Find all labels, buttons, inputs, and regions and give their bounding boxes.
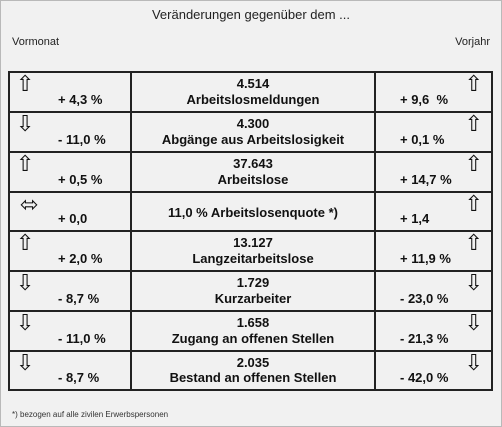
arrow-up-icon: ⇧	[16, 231, 35, 256]
change-vs-previous-month: ⇳ + 0,0	[10, 193, 132, 232]
month-change-value: - 8,7 %	[58, 370, 100, 385]
change-vs-previous-year: ⇩ - 23,0 %	[376, 272, 493, 312]
change-vs-previous-month: ⇧ + 2,0 %	[10, 232, 132, 272]
arrow-down-icon: ⇩	[16, 271, 35, 296]
column-header-previous-month: Vormonat	[12, 36, 60, 48]
table-row: ⇩ - 8,7 % 2.035 Bestand an offenen Stellen ⇩…	[10, 352, 493, 391]
indicator-label: Kurzarbeiter	[214, 291, 292, 306]
indicator-value: 1.729	[236, 275, 270, 290]
statistics-table: ⇧ + 4,3 % 4.514 Arbeitslosmeldungen ⇧ + 9,6 %…	[8, 71, 493, 391]
change-vs-previous-year: ⇧ + 11,9 %	[376, 232, 493, 272]
change-vs-previous-year: ⇧ + 1,4	[376, 193, 493, 232]
indicator-cell: 4.300 Abgänge aus Arbeitslosigkeit	[132, 113, 376, 153]
indicator-value: 4.300	[236, 116, 270, 131]
change-vs-previous-month: ⇩ - 8,7 %	[10, 272, 132, 312]
indicator-label: Arbeitslose	[217, 172, 289, 187]
column-header-previous-year: Vorjahr	[455, 36, 490, 48]
indicator-label: Bestand an offenen Stellen	[169, 370, 337, 385]
arrow-up-icon: ⇧	[16, 72, 35, 97]
indicator-value: 4.514	[236, 76, 270, 91]
indicator-label: Arbeitslosmeldungen	[186, 92, 320, 107]
month-change-value: + 0,5 %	[58, 172, 103, 187]
change-vs-previous-month: ⇩ - 11,0 %	[10, 113, 132, 153]
indicator-label: Zugang an offenen Stellen	[171, 331, 335, 346]
table-row: ⇩ - 11,0 % 4.300 Abgänge aus Arbeitslosigke…	[10, 113, 493, 153]
arrow-up-icon: ⇧	[464, 192, 483, 217]
month-change-value: - 8,7 %	[58, 291, 100, 306]
arrow-down-icon: ⇩	[16, 112, 35, 137]
month-change-value: + 4,3 %	[58, 92, 103, 107]
change-vs-previous-year: ⇧ + 14,7 %	[376, 153, 493, 193]
table-row: ⇧ + 2,0 % 13.127 Langzeitarbeitslose ⇧ + 11,9…	[10, 232, 493, 272]
arrow-down-icon: ⇩	[16, 311, 35, 336]
indicator-value: 2.035	[236, 355, 270, 370]
change-vs-previous-year: ⇧ + 9,6 %	[376, 73, 493, 113]
indicator-cell: 13.127 Langzeitarbeitslose	[132, 232, 376, 272]
year-change-value: + 11,9 %	[400, 251, 451, 266]
page-title: Veränderungen gegenüber dem ...	[151, 7, 351, 22]
indicator-cell: 4.514 Arbeitslosmeldungen	[132, 73, 376, 113]
indicator-cell: 1.729 Kurzarbeiter	[132, 272, 376, 312]
year-change-value: + 14,7 %	[400, 172, 452, 187]
indicator-cell: 37.643 Arbeitslose	[132, 153, 376, 193]
indicator-label: 11,0 % Arbeitslosenquote *)	[167, 205, 338, 220]
arrow-down-icon: ⇩	[464, 351, 483, 376]
arrow-down-icon: ⇩	[464, 311, 483, 336]
arrow-up-icon: ⇧	[464, 231, 483, 256]
year-change-value: + 1,4	[400, 211, 430, 226]
year-change-value: + 9,6 %	[400, 92, 449, 107]
arrow-up-icon: ⇧	[464, 72, 483, 97]
table-row: ⇳ + 0,0 11,0 % Arbeitslosenquote *) ⇧ + 1,4	[10, 193, 493, 232]
arrow-up-icon: ⇧	[464, 152, 483, 177]
indicator-value: 13.127	[233, 235, 273, 250]
change-vs-previous-year: ⇧ + 0,1 %	[376, 113, 493, 153]
table-row: ⇧ + 4,3 % 4.514 Arbeitslosmeldungen ⇧ + 9,6 %	[10, 73, 493, 113]
change-vs-previous-month: ⇧ + 4,3 %	[10, 73, 132, 113]
indicator-value: 37.643	[233, 156, 273, 171]
month-change-value: - 11,0 %	[58, 132, 106, 147]
indicator-label: Langzeitarbeitslose	[192, 251, 314, 266]
indicator-value: 1.658	[236, 315, 270, 330]
change-vs-previous-month: ⇧ + 0,5 %	[10, 153, 132, 193]
indicator-cell: 2.035 Bestand an offenen Stellen	[132, 352, 376, 391]
footnote: *) bezogen auf alle zivilen Erwerbsperso…	[12, 410, 169, 419]
arrow-down-icon: ⇩	[464, 271, 483, 296]
change-vs-previous-year: ⇩ - 42,0 %	[376, 352, 493, 391]
change-vs-previous-year: ⇩ - 21,3 %	[376, 312, 493, 352]
change-vs-previous-month: ⇩ - 11,0 %	[10, 312, 132, 352]
arrow-up-icon: ⇧	[464, 112, 483, 137]
month-change-value: + 0,0	[58, 211, 88, 226]
month-change-value: - 11,0 %	[58, 331, 106, 346]
arrow-left-right-icon: ⇳	[15, 195, 41, 215]
year-change-value: - 23,0 %	[400, 291, 449, 306]
table-row: ⇩ - 11,0 % 1.658 Zugang an offenen Stellen ⇩…	[10, 312, 493, 352]
arrow-up-icon: ⇧	[16, 152, 35, 177]
change-vs-previous-month: ⇩ - 8,7 %	[10, 352, 132, 391]
table-row: ⇩ - 8,7 % 1.729 Kurzarbeiter ⇩ - 23,0 %	[10, 272, 493, 312]
year-change-value: + 0,1 %	[400, 132, 445, 147]
indicator-cell: 11,0 % Arbeitslosenquote *)	[132, 193, 376, 232]
year-change-value: - 42,0 %	[400, 370, 449, 385]
table-row: ⇧ + 0,5 % 37.643 Arbeitslose ⇧ + 14,7 %	[10, 153, 493, 193]
indicator-cell: 1.658 Zugang an offenen Stellen	[132, 312, 376, 352]
month-change-value: + 2,0 %	[58, 251, 103, 266]
indicator-label: Abgänge aus Arbeitslosigkeit	[161, 132, 345, 147]
arrow-down-icon: ⇩	[16, 351, 35, 376]
year-change-value: - 21,3 %	[400, 331, 449, 346]
